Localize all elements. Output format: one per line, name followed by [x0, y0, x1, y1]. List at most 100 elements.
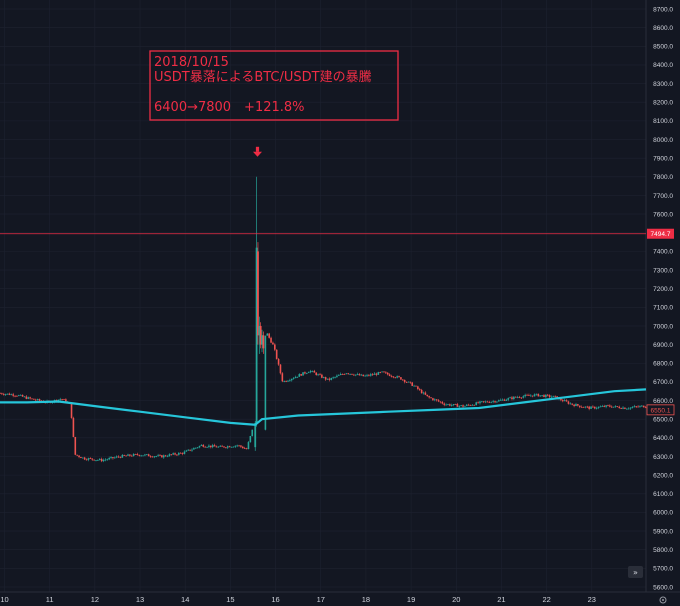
candle-body: [185, 450, 188, 452]
candle-body: [400, 377, 402, 380]
x-tick-label: 10: [0, 595, 8, 604]
candle-body: [206, 446, 208, 448]
annotation-date: 2018/10/15: [154, 55, 229, 70]
candle-body: [629, 407, 632, 409]
candle-body: [245, 448, 248, 450]
candle-body: [277, 358, 280, 365]
candle-body: [622, 407, 624, 409]
candle-body: [159, 455, 161, 457]
candle-body: [524, 394, 526, 397]
candle-body: [202, 444, 205, 447]
candle-body: [413, 385, 415, 387]
candle-body: [290, 378, 293, 381]
candle-body: [449, 404, 451, 406]
candle-body: [259, 325, 262, 345]
candle-body: [104, 459, 107, 461]
y-tick-label: 8200.0: [653, 100, 673, 107]
candle-body: [567, 401, 570, 404]
candle-body: [127, 454, 129, 456]
candle-body: [181, 452, 184, 454]
candle-body: [27, 397, 30, 399]
down-arrow-icon: [252, 146, 262, 157]
candle-body: [70, 402, 73, 418]
candle-body: [462, 405, 464, 407]
candle-body: [213, 445, 216, 447]
candle-body: [358, 374, 361, 376]
chart-settings-button[interactable]: [659, 596, 667, 604]
candle-body: [279, 364, 282, 374]
candle-body: [464, 405, 466, 407]
y-tick-label: 7900.0: [653, 155, 673, 162]
candle-body: [166, 456, 169, 458]
price-axis[interactable]: 5600.0 5700.0 5800.0 5900.0 6000.0 6100.0 6200…: [646, 6, 675, 591]
candle-body: [582, 406, 585, 408]
grid: [0, 0, 646, 592]
y-tick-label: 6600.0: [653, 398, 673, 405]
candle-body: [373, 373, 376, 375]
candle-body: [392, 376, 395, 378]
candle-body: [330, 377, 333, 380]
candle-body: [115, 456, 118, 458]
candle-body: [578, 405, 581, 407]
candle-body: [460, 405, 462, 407]
candle-body: [450, 405, 453, 406]
candle-body: [562, 400, 564, 402]
candle-body: [16, 395, 18, 397]
scroll-to-latest-button[interactable]: »: [628, 566, 643, 578]
candle-body: [146, 454, 148, 456]
candle-body: [486, 401, 489, 403]
candle-body: [208, 445, 210, 447]
candle-body: [238, 445, 240, 447]
candle-body: [407, 381, 410, 383]
y-tick-label: 8500.0: [653, 44, 673, 51]
candle-body: [539, 395, 542, 397]
candle-body: [179, 452, 182, 454]
candle-body: [157, 455, 159, 457]
candle-body: [294, 376, 297, 379]
candle-body: [266, 333, 269, 336]
candle-body: [264, 335, 267, 430]
candle-body: [590, 406, 592, 409]
candle-body: [121, 454, 124, 458]
y-tick-label: 7100.0: [653, 305, 673, 312]
candle-body: [76, 454, 78, 456]
candle-body: [434, 399, 436, 401]
candle-body: [411, 382, 414, 386]
candle-body: [257, 251, 259, 336]
annotation-frame: [149, 50, 399, 121]
candle-body: [162, 455, 165, 458]
candle-body: [232, 446, 235, 448]
candle-body: [247, 442, 250, 450]
candle-body: [228, 446, 231, 448]
price-tag-label: 7494.7: [651, 231, 671, 238]
candle-body: [388, 374, 391, 376]
candle-body: [535, 393, 538, 395]
candle-body: [624, 407, 626, 409]
candle-body: [210, 445, 212, 448]
candle-body: [326, 378, 329, 380]
candle-body: [385, 372, 387, 374]
candle-body: [426, 394, 429, 397]
candle-body: [473, 404, 476, 406]
x-tick-label: 13: [136, 595, 144, 604]
x-tick-label: 23: [588, 595, 596, 604]
candle-body: [129, 454, 131, 456]
annotation-box[interactable]: 2018/10/15 USDT暴落によるBTC/USDT建の暴騰 6400→78…: [149, 50, 399, 121]
candle-body: [149, 456, 152, 458]
time-axis[interactable]: 10 11 12 13 14 15 16 17 18 19 20 21 22 23: [0, 595, 596, 604]
candle-body: [592, 406, 594, 408]
candle-body: [292, 378, 295, 379]
candle-body: [102, 459, 105, 462]
candle-body: [469, 404, 472, 406]
y-tick-label: 7300.0: [653, 267, 673, 274]
candle-body: [258, 325, 261, 336]
candle-body: [191, 449, 193, 451]
candle-body: [334, 376, 336, 378]
candle-body: [481, 401, 483, 403]
candle-body: [91, 458, 94, 460]
candle-body: [447, 404, 449, 406]
candle-body: [424, 392, 427, 395]
y-tick-label: 8100.0: [653, 118, 673, 125]
